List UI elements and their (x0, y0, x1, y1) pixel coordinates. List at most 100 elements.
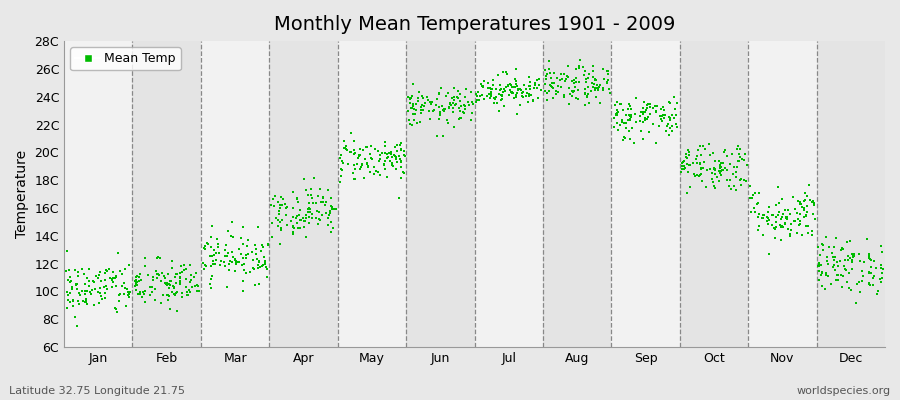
Point (257, 254, 272, 260)
Point (183, 262, 197, 268)
Point (542, 58, 556, 64)
Point (800, 203, 814, 209)
Point (567, 88, 581, 94)
Point (158, 273, 172, 279)
Point (831, 272, 845, 278)
Point (716, 149, 731, 155)
Point (501, 92, 516, 98)
Point (255, 263, 269, 269)
Point (403, 100, 418, 106)
Point (111, 250, 125, 256)
Point (776, 211, 790, 217)
Point (278, 212, 293, 218)
Point (799, 223, 814, 229)
Point (176, 294, 190, 300)
Point (167, 284, 182, 290)
Point (681, 168, 696, 175)
Point (485, 86, 500, 92)
Point (572, 86, 586, 93)
Point (206, 261, 220, 268)
Point (165, 258, 179, 264)
Legend: Mean Temp: Mean Temp (70, 47, 181, 70)
Point (769, 235, 783, 241)
Point (63, 274, 77, 280)
Point (628, 119, 643, 125)
Point (675, 160, 689, 166)
Point (554, 71, 569, 77)
Point (226, 254, 240, 260)
Point (547, 70, 562, 76)
Point (382, 150, 397, 156)
Point (457, 102, 472, 109)
Point (828, 267, 842, 273)
Point (256, 244, 270, 250)
Point (210, 236, 224, 242)
Point (446, 100, 460, 106)
Point (616, 133, 631, 140)
Point (234, 234, 248, 241)
Point (306, 200, 320, 206)
Point (802, 181, 816, 188)
Point (584, 88, 598, 94)
Point (761, 217, 776, 223)
Point (812, 260, 826, 266)
Point (62, 266, 77, 273)
Point (384, 162, 399, 168)
Point (137, 290, 151, 297)
Point (140, 272, 155, 278)
Point (500, 69, 514, 75)
Point (481, 84, 495, 91)
Point (839, 267, 853, 273)
Point (133, 271, 148, 278)
Point (80, 275, 94, 282)
Point (394, 174, 409, 181)
Point (492, 108, 507, 114)
Point (792, 198, 806, 205)
Point (846, 253, 860, 260)
Point (415, 93, 429, 100)
Point (662, 114, 677, 120)
Point (499, 84, 513, 90)
Point (175, 269, 189, 276)
Point (172, 278, 186, 285)
Point (857, 258, 871, 265)
Point (254, 248, 268, 254)
Point (825, 264, 840, 270)
Point (430, 96, 445, 103)
Point (404, 105, 419, 112)
Point (333, 179, 347, 185)
Point (154, 300, 168, 306)
Point (292, 212, 306, 218)
Point (396, 169, 410, 175)
Point (122, 291, 136, 297)
Point (554, 76, 569, 82)
Point (694, 166, 708, 172)
Point (869, 264, 884, 271)
Point (669, 112, 683, 118)
Point (357, 175, 372, 182)
Point (566, 88, 580, 95)
Point (508, 91, 523, 98)
Point (540, 90, 554, 96)
Point (623, 116, 637, 122)
Text: Latitude 32.75 Longitude 21.75: Latitude 32.75 Longitude 21.75 (9, 386, 185, 396)
Point (79, 301, 94, 308)
Point (830, 272, 844, 279)
Point (68, 314, 82, 320)
Point (325, 204, 339, 210)
Point (274, 218, 288, 225)
Point (799, 209, 814, 216)
Point (70, 322, 85, 329)
Point (245, 249, 259, 255)
Point (540, 97, 554, 104)
Point (567, 84, 581, 90)
Point (713, 165, 727, 171)
Point (237, 240, 251, 247)
Point (383, 149, 398, 155)
Point (579, 75, 593, 82)
Point (464, 117, 478, 123)
Point (624, 114, 638, 120)
Point (440, 117, 454, 124)
Point (382, 158, 397, 165)
Point (660, 123, 674, 129)
